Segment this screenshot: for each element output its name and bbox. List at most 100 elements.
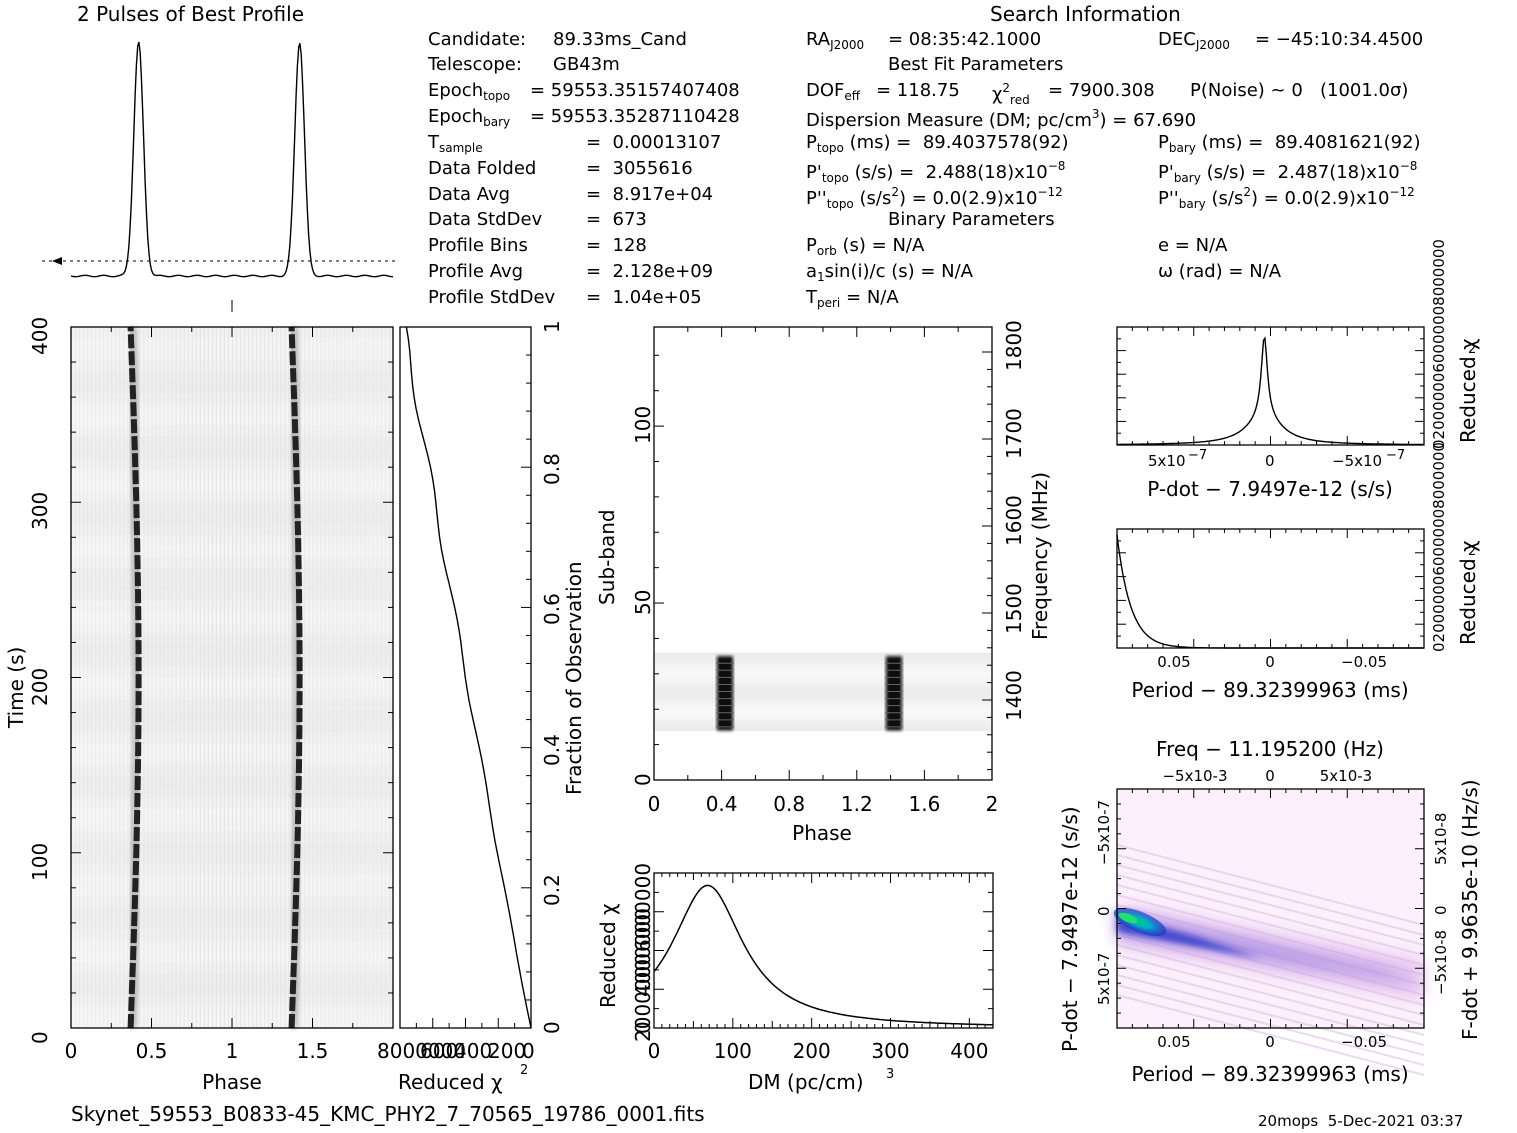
ppmap-ytick-left-3: 5x10-7 xyxy=(1095,952,1113,1005)
epoch-topo-value: = 59553.35157407408 xyxy=(530,80,740,101)
dm-xtick-label: 0 xyxy=(647,1039,661,1063)
epoch-bary-label: Epochbary xyxy=(428,106,511,129)
telescope-label: Telescope: xyxy=(428,54,522,75)
dm-line xyxy=(653,884,994,1026)
subband-row xyxy=(654,712,992,717)
period-ytick-labels: 0200000060000008000000 xyxy=(1430,442,1448,652)
ppmap-streak xyxy=(1116,844,1425,926)
data-stddev-value: = 673 xyxy=(586,209,647,230)
ppmap-streak xyxy=(1116,854,1425,936)
pulse-track xyxy=(288,326,303,1029)
timestamp: 20mops 5-Dec-2021 03:37 xyxy=(1258,1112,1464,1130)
phase-stripe xyxy=(348,327,350,1028)
phase-stripe xyxy=(83,327,85,1028)
profile-avg-value: = 2.128e+09 xyxy=(586,261,714,282)
sb-ylabel: Sub-band xyxy=(595,509,619,605)
ppmap-ytick-right-1: 5x10-8 xyxy=(1432,812,1450,865)
phase-stripe xyxy=(252,327,254,1028)
ptopo-value: (ms) = 89.4037578(92) xyxy=(849,132,1069,153)
profile-stddev-value: = 1.04e+05 xyxy=(586,287,702,308)
subband-row xyxy=(654,698,992,703)
tsample-label: Tsample xyxy=(428,132,483,155)
dm-xtick-label: 300 xyxy=(871,1039,910,1063)
phase-stripe xyxy=(111,327,113,1028)
tp-xtick-label: 1.5 xyxy=(296,1039,329,1063)
subband-row xyxy=(654,652,992,657)
ppmap-xlabel: Period − 89.32399963 (ms) xyxy=(1131,1062,1409,1086)
pdot-xtick-sup-1: −7 xyxy=(1188,448,1208,463)
pdbary-value: (s/s) = 2.487(18)x10 xyxy=(1206,162,1400,183)
profile-stddev-label: Profile StdDev xyxy=(428,287,556,308)
ppmap-streak xyxy=(1116,944,1425,1026)
subband-row xyxy=(654,702,992,707)
phase-stripe xyxy=(272,327,274,1028)
phase-stripe xyxy=(244,327,246,1028)
tp-ytick-label: 100 xyxy=(28,842,52,881)
data-avg-label: Data Avg xyxy=(428,184,511,205)
pdot-line xyxy=(1117,336,1424,446)
sb-ytick-right-label: 1500 xyxy=(1002,582,1026,634)
phase-stripe xyxy=(316,327,318,1028)
dm-ylabel: Reduced χ xyxy=(596,903,620,1008)
sb-ytick-label: 50 xyxy=(631,589,655,616)
subband-row xyxy=(654,723,992,728)
ppmap-ytick-left-2: 0 xyxy=(1095,906,1113,916)
chi2-xlim-label: 8000000 xyxy=(377,1039,467,1063)
phase-stripe xyxy=(344,327,346,1028)
tp-xlabel: Phase xyxy=(202,1070,262,1094)
subband-row xyxy=(654,659,992,664)
profile-plot xyxy=(42,41,398,312)
profile-line xyxy=(70,41,393,278)
ppmap-xtick-top-1: −5x10-3 xyxy=(1162,767,1228,785)
profile-title: 2 Pulses of Best Profile xyxy=(77,2,304,26)
subband-row xyxy=(654,687,992,693)
period-xlabel: Period − 89.32399963 (ms) xyxy=(1131,678,1409,702)
ppmap-peak-core xyxy=(1118,912,1138,924)
tperi-value: = N/A xyxy=(846,287,899,308)
subband-row xyxy=(654,684,992,689)
period-frame xyxy=(1116,528,1425,649)
tp-xtick-label: 0 xyxy=(64,1039,78,1063)
profile-bins-value: = 128 xyxy=(586,235,647,256)
period-ylabel-sup: 2 xyxy=(1468,544,1477,559)
porb-value: (s) = N/A xyxy=(842,235,925,256)
subband-row xyxy=(654,695,992,700)
phase-stripe xyxy=(95,327,97,1028)
pdot-xtick-label-2: 0 xyxy=(1265,452,1275,470)
dm-label-text: Dispersion Measure (DM; pc/cm xyxy=(806,110,1092,131)
phase-stripe xyxy=(380,327,382,1028)
pbary-value: (ms) = 89.4081621(92) xyxy=(1201,132,1421,153)
ptopo-label: Ptopo (ms) = 89.4037578(92) xyxy=(806,132,1069,155)
dof-value: = 118.75 xyxy=(876,80,960,101)
dm-xtick-label: 100 xyxy=(713,1039,752,1063)
telescope-value: GB43m xyxy=(553,54,620,75)
subband-row xyxy=(654,716,992,721)
pddbary-label: P''bary (s/s2) = 0.0(2.9)x10−12 xyxy=(1158,185,1415,211)
pdot-xtick-sup-3: −7 xyxy=(1386,448,1406,463)
time-phase-plot xyxy=(70,326,394,1029)
phase-stripe xyxy=(232,327,233,1028)
chi2-xtick-label: 600 xyxy=(420,1039,459,1063)
pdot-xtick-label-1: 5x10 xyxy=(1148,452,1186,470)
sb-ylabel-right: Frequency (MHz) xyxy=(1028,471,1052,640)
phase-stripe xyxy=(183,327,185,1028)
phase-stripe xyxy=(280,327,282,1028)
phase-stripe xyxy=(219,327,221,1028)
subband-row xyxy=(654,726,992,731)
data-folded-label: Data Folded xyxy=(428,158,537,179)
chi2-xtick-label: 0 xyxy=(522,1039,535,1063)
pdot-xlabel: P-dot − 7.9497e-12 (s/s) xyxy=(1147,477,1393,501)
phase-stripe xyxy=(91,327,93,1028)
subband-row xyxy=(654,719,992,724)
phase-stripe xyxy=(320,327,322,1028)
phase-stripe xyxy=(127,327,129,1028)
chi2red-value: = 7900.308 xyxy=(1048,80,1155,101)
tp-ytick-label: 300 xyxy=(28,492,52,531)
subband-row xyxy=(654,666,992,671)
phase-stripe xyxy=(368,327,370,1028)
tp-ytick-label: 0 xyxy=(28,1031,52,1044)
phase-stripe xyxy=(364,327,366,1028)
dm-xlabel: DM (pc/cm) xyxy=(748,1070,864,1094)
phase-stripe xyxy=(123,327,125,1028)
a1-value: sin(i)/c (s) = N/A xyxy=(824,261,973,282)
